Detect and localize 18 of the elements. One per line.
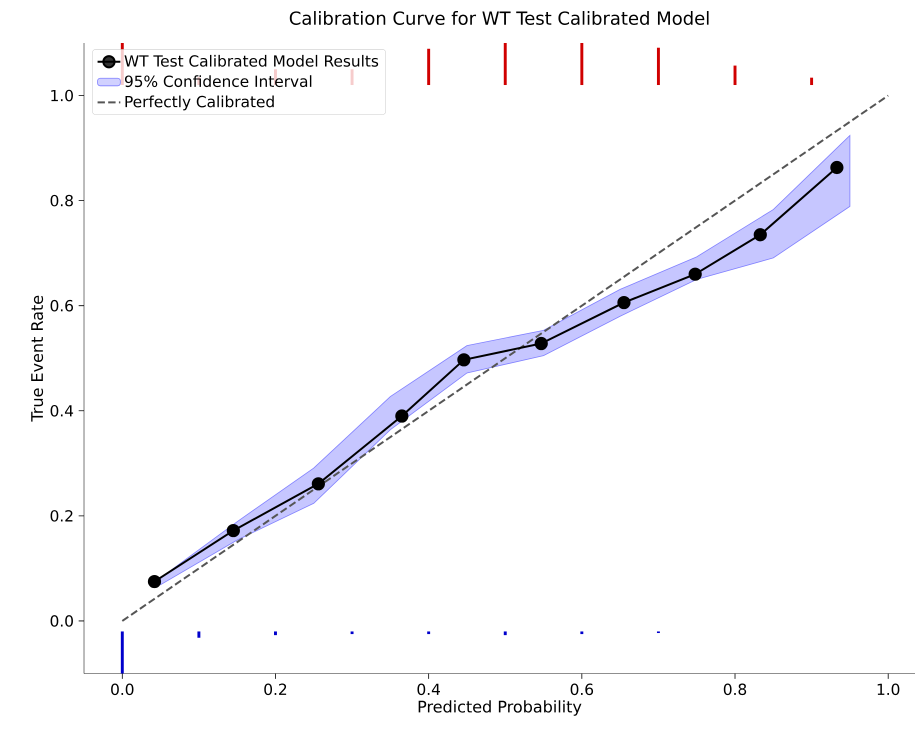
x-tick-label: 0.4 xyxy=(417,684,440,696)
y-tick-label: 0.6 xyxy=(50,300,73,312)
x-tick-label: 0.8 xyxy=(724,684,746,696)
y-tick-label: 0.2 xyxy=(50,510,72,522)
y-tick-label: 0.0 xyxy=(50,615,73,627)
x-tick-label: 0.6 xyxy=(570,684,594,696)
x-axis-title: Predicted Probability xyxy=(418,700,582,716)
x-tick-label: 1.0 xyxy=(878,684,900,696)
y-tick-label: 0.4 xyxy=(50,404,74,417)
y-axis-title: True Event Rate xyxy=(31,296,44,422)
x-tick-label: 0.0 xyxy=(111,684,134,696)
legend-label: 95% Confidence Interval xyxy=(124,75,312,88)
chart-title: Calibration Curve for WT Test Calibrated Model xyxy=(290,11,709,25)
legend-label: Perfectly Calibrated xyxy=(126,96,274,110)
y-tick-label: 0.8 xyxy=(50,194,73,206)
y-tick-label: 1.0 xyxy=(51,90,73,102)
legend-label: WT Test Calibrated Model Results xyxy=(124,54,378,67)
x-tick-label: 0.2 xyxy=(264,684,286,696)
